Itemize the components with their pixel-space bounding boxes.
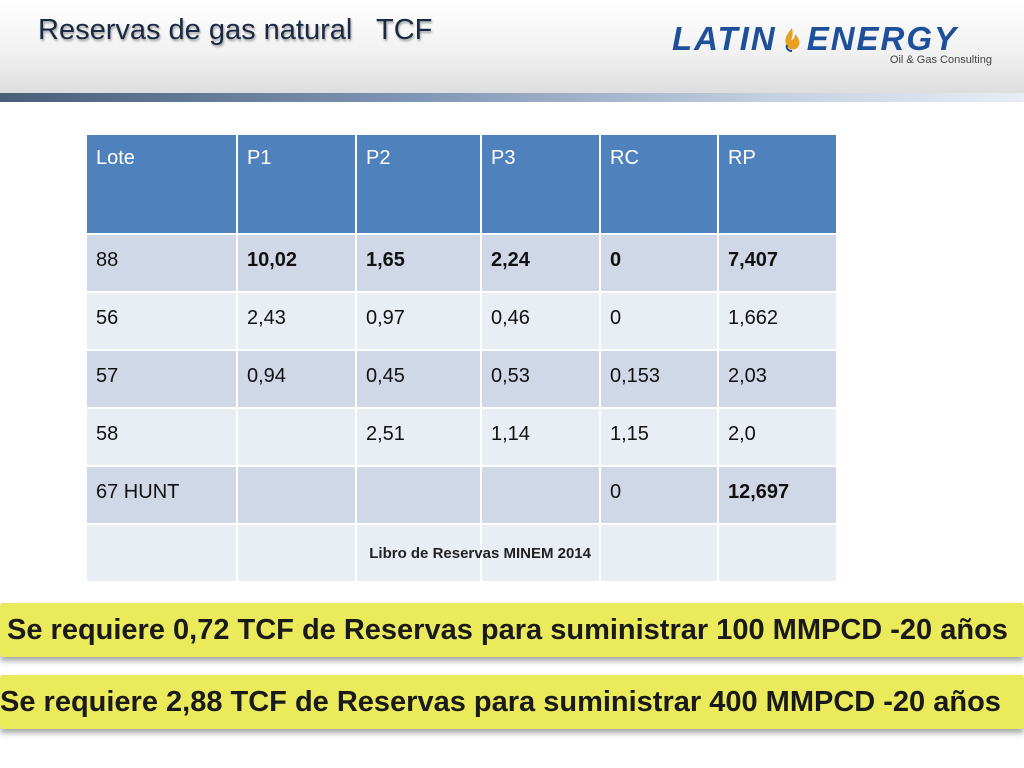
reserves-table: Lote P1 P2 P3 RC RP 88 10,02 1,65 2,24 0…	[85, 133, 838, 583]
table-row: 58 2,51 1,14 1,15 2,0	[85, 407, 838, 467]
table-cell: 0,97	[355, 291, 482, 351]
table-cell: 2,0	[717, 407, 838, 467]
column-header-p3: P3	[480, 133, 601, 235]
table-cell: 0,94	[236, 349, 357, 409]
table-cell: 2,03	[717, 349, 838, 409]
slide-title: Reservas de gas natural TCF	[38, 14, 433, 46]
logo-word-left: LATIN	[672, 20, 777, 57]
table-cell: 1,662	[717, 291, 838, 351]
slide-header: Reservas de gas natural TCF LATIN ENERGY …	[0, 0, 1024, 96]
table-row: 67 HUNT 0 12,697	[85, 465, 838, 525]
table-cell: 1,65	[355, 233, 482, 293]
table-cell: 1,15	[599, 407, 719, 467]
logo-word-right: ENERGY	[806, 20, 959, 57]
column-header-p1: P1	[236, 133, 357, 235]
table-cell: 0,153	[599, 349, 719, 409]
table-cell: 67 HUNT	[85, 465, 238, 525]
table-cell: 0,45	[355, 349, 482, 409]
table-cell	[236, 407, 357, 467]
table-cell: 56	[85, 291, 238, 351]
callout-100-mmpcd: Se requiere 0,72 TCF de Reservas para su…	[0, 603, 1024, 657]
table-cell: 58	[85, 407, 238, 467]
column-header-rp: RP	[717, 133, 838, 235]
table-cell	[236, 465, 357, 525]
table-cell: 57	[85, 349, 238, 409]
table-cell	[355, 465, 482, 525]
flame-icon	[785, 28, 800, 52]
table-cell: 0,53	[480, 349, 601, 409]
table-cell: 12,697	[717, 465, 838, 525]
callout-400-mmpcd: Se requiere 2,88 TCF de Reservas para su…	[0, 675, 1024, 729]
table-row: 57 0,94 0,45 0,53 0,153 2,03	[85, 349, 838, 409]
table-cell: 7,407	[717, 233, 838, 293]
table-cell	[717, 523, 838, 583]
column-header-lote: Lote	[85, 133, 238, 235]
table-cell: 1,14	[480, 407, 601, 467]
table-row: Libro de Reservas MINEM 2014	[85, 523, 838, 583]
table-row: 56 2,43 0,97 0,46 0 1,662	[85, 291, 838, 351]
table-cell: 0	[599, 233, 719, 293]
column-header-p2: P2	[355, 133, 482, 235]
table-cell	[355, 523, 482, 583]
table-cell: 2,51	[355, 407, 482, 467]
table-cell	[599, 523, 719, 583]
table-header-row: Lote P1 P2 P3 RC RP	[85, 133, 838, 235]
header-divider	[0, 93, 1024, 102]
table-cell: 0,46	[480, 291, 601, 351]
logo-wordmark: LATIN ENERGY	[672, 20, 958, 58]
table-cell: 0	[599, 291, 719, 351]
table-cell: 0	[599, 465, 719, 525]
company-logo: LATIN ENERGY Oil & Gas Consulting	[672, 18, 996, 72]
table-cell	[480, 465, 601, 525]
table-cell	[236, 523, 357, 583]
table-cell: 2,24	[480, 233, 601, 293]
table-cell: 2,43	[236, 291, 357, 351]
logo-tagline: Oil & Gas Consulting	[889, 54, 992, 66]
table-cell	[85, 523, 238, 583]
table-cell: 88	[85, 233, 238, 293]
table-row: 88 10,02 1,65 2,24 0 7,407	[85, 233, 838, 293]
table-cell: 10,02	[236, 233, 357, 293]
source-note: Libro de Reservas MINEM 2014	[369, 545, 591, 562]
table-cell: Libro de Reservas MINEM 2014	[369, 523, 601, 583]
column-header-rc: RC	[599, 133, 719, 235]
